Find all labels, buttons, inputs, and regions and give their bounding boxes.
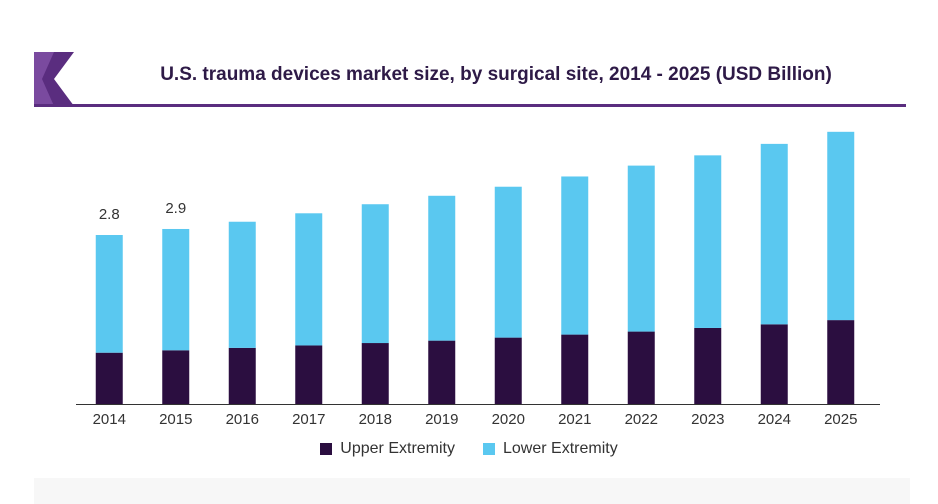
x-tick-label-2018: 2018 bbox=[359, 411, 392, 428]
data-label-2015: 2.9 bbox=[165, 200, 186, 217]
x-tick-label-2023: 2023 bbox=[691, 411, 724, 428]
bar-lower-2017 bbox=[295, 213, 323, 346]
bar-lower-2015 bbox=[162, 228, 190, 351]
x-tick-label-2017: 2017 bbox=[292, 411, 325, 428]
bar-lower-2019 bbox=[428, 195, 456, 341]
chart-legend: Upper Extremity Lower Extremity bbox=[0, 440, 938, 458]
chart-title: U.S. trauma devices market size, by surg… bbox=[160, 64, 832, 85]
x-tick-label-2020: 2020 bbox=[492, 411, 525, 428]
legend-item-upper: Upper Extremity bbox=[320, 440, 455, 458]
header-divider bbox=[34, 104, 906, 107]
data-label-2014: 2.8 bbox=[99, 206, 120, 223]
chevron-logo-icon bbox=[34, 52, 74, 106]
bar-upper-2016 bbox=[228, 347, 256, 404]
x-tick-label-2015: 2015 bbox=[159, 411, 192, 428]
bar-lower-2020 bbox=[494, 186, 522, 338]
bar-lower-2016 bbox=[228, 221, 256, 348]
bar-upper-2017 bbox=[295, 345, 323, 404]
bar-upper-2014 bbox=[95, 352, 123, 404]
x-tick-label-2024: 2024 bbox=[758, 411, 791, 428]
legend-swatch-lower bbox=[483, 443, 495, 455]
x-tick-label-2022: 2022 bbox=[625, 411, 658, 428]
x-tick-label-2025: 2025 bbox=[824, 411, 857, 428]
legend-label-upper: Upper Extremity bbox=[340, 440, 455, 457]
bar-upper-2019 bbox=[428, 340, 456, 404]
legend-item-lower: Lower Extremity bbox=[483, 440, 618, 458]
x-tick-label-2016: 2016 bbox=[226, 411, 259, 428]
bar-upper-2020 bbox=[494, 337, 522, 404]
bar-upper-2022 bbox=[627, 331, 655, 404]
x-tick-label-2021: 2021 bbox=[558, 411, 591, 428]
bottom-band bbox=[34, 478, 910, 504]
bar-upper-2015 bbox=[162, 350, 190, 404]
legend-label-lower: Lower Extremity bbox=[503, 440, 618, 457]
x-tick-label-2014: 2014 bbox=[93, 411, 126, 428]
legend-swatch-upper bbox=[320, 443, 333, 455]
bar-lower-2023 bbox=[694, 155, 722, 328]
bar-lower-2021 bbox=[561, 176, 589, 335]
bar-upper-2024 bbox=[760, 324, 788, 404]
bar-upper-2021 bbox=[561, 334, 589, 404]
bar-upper-2023 bbox=[694, 327, 722, 404]
bar-lower-2025 bbox=[827, 131, 855, 321]
bar-upper-2018 bbox=[361, 343, 389, 404]
bar-lower-2018 bbox=[361, 204, 389, 344]
bar-lower-2014 bbox=[95, 235, 123, 353]
bar-lower-2024 bbox=[760, 143, 788, 325]
bar-upper-2025 bbox=[827, 320, 855, 404]
bar-lower-2022 bbox=[627, 165, 655, 332]
x-tick-label-2019: 2019 bbox=[425, 411, 458, 428]
